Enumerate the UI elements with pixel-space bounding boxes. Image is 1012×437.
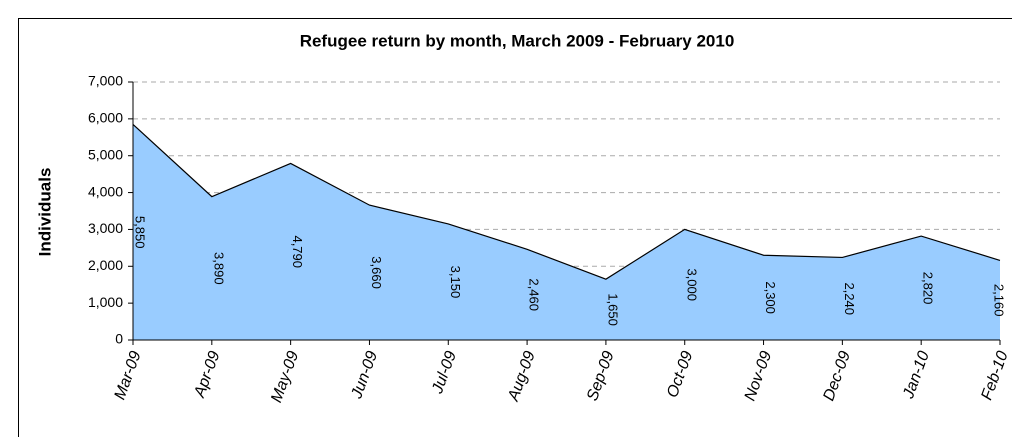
- data-label: 1,650: [605, 293, 620, 326]
- y-tick-label: 6,000: [88, 110, 123, 126]
- data-label: 2,820: [921, 272, 936, 305]
- y-tick-label: 5,000: [88, 146, 123, 162]
- y-axis-label: Individuals: [35, 168, 54, 257]
- data-label: 2,240: [842, 282, 857, 315]
- data-label: 3,660: [369, 256, 384, 289]
- data-label: 3,890: [211, 252, 226, 285]
- chart-title: Refugee return by month, March 2009 - Fe…: [300, 31, 735, 50]
- y-tick-label: 2,000: [88, 257, 123, 273]
- area: [133, 124, 1000, 340]
- area-line: [132, 123, 1001, 280]
- y-tick-label: 0: [115, 331, 123, 347]
- y-tick-label: 4,000: [88, 183, 123, 199]
- data-label: 4,790: [290, 235, 305, 268]
- data-label: 2,460: [527, 278, 542, 311]
- data-label: 2,160: [992, 284, 1007, 317]
- data-label: 2,300: [763, 281, 778, 314]
- data-label: 5,850: [133, 216, 148, 249]
- data-label: 3,150: [448, 266, 463, 299]
- y-tick-label: 1,000: [88, 294, 123, 310]
- y-tick-label: 3,000: [88, 220, 123, 236]
- y-tick-label: 7,000: [88, 73, 123, 89]
- data-label: 3,000: [684, 268, 699, 301]
